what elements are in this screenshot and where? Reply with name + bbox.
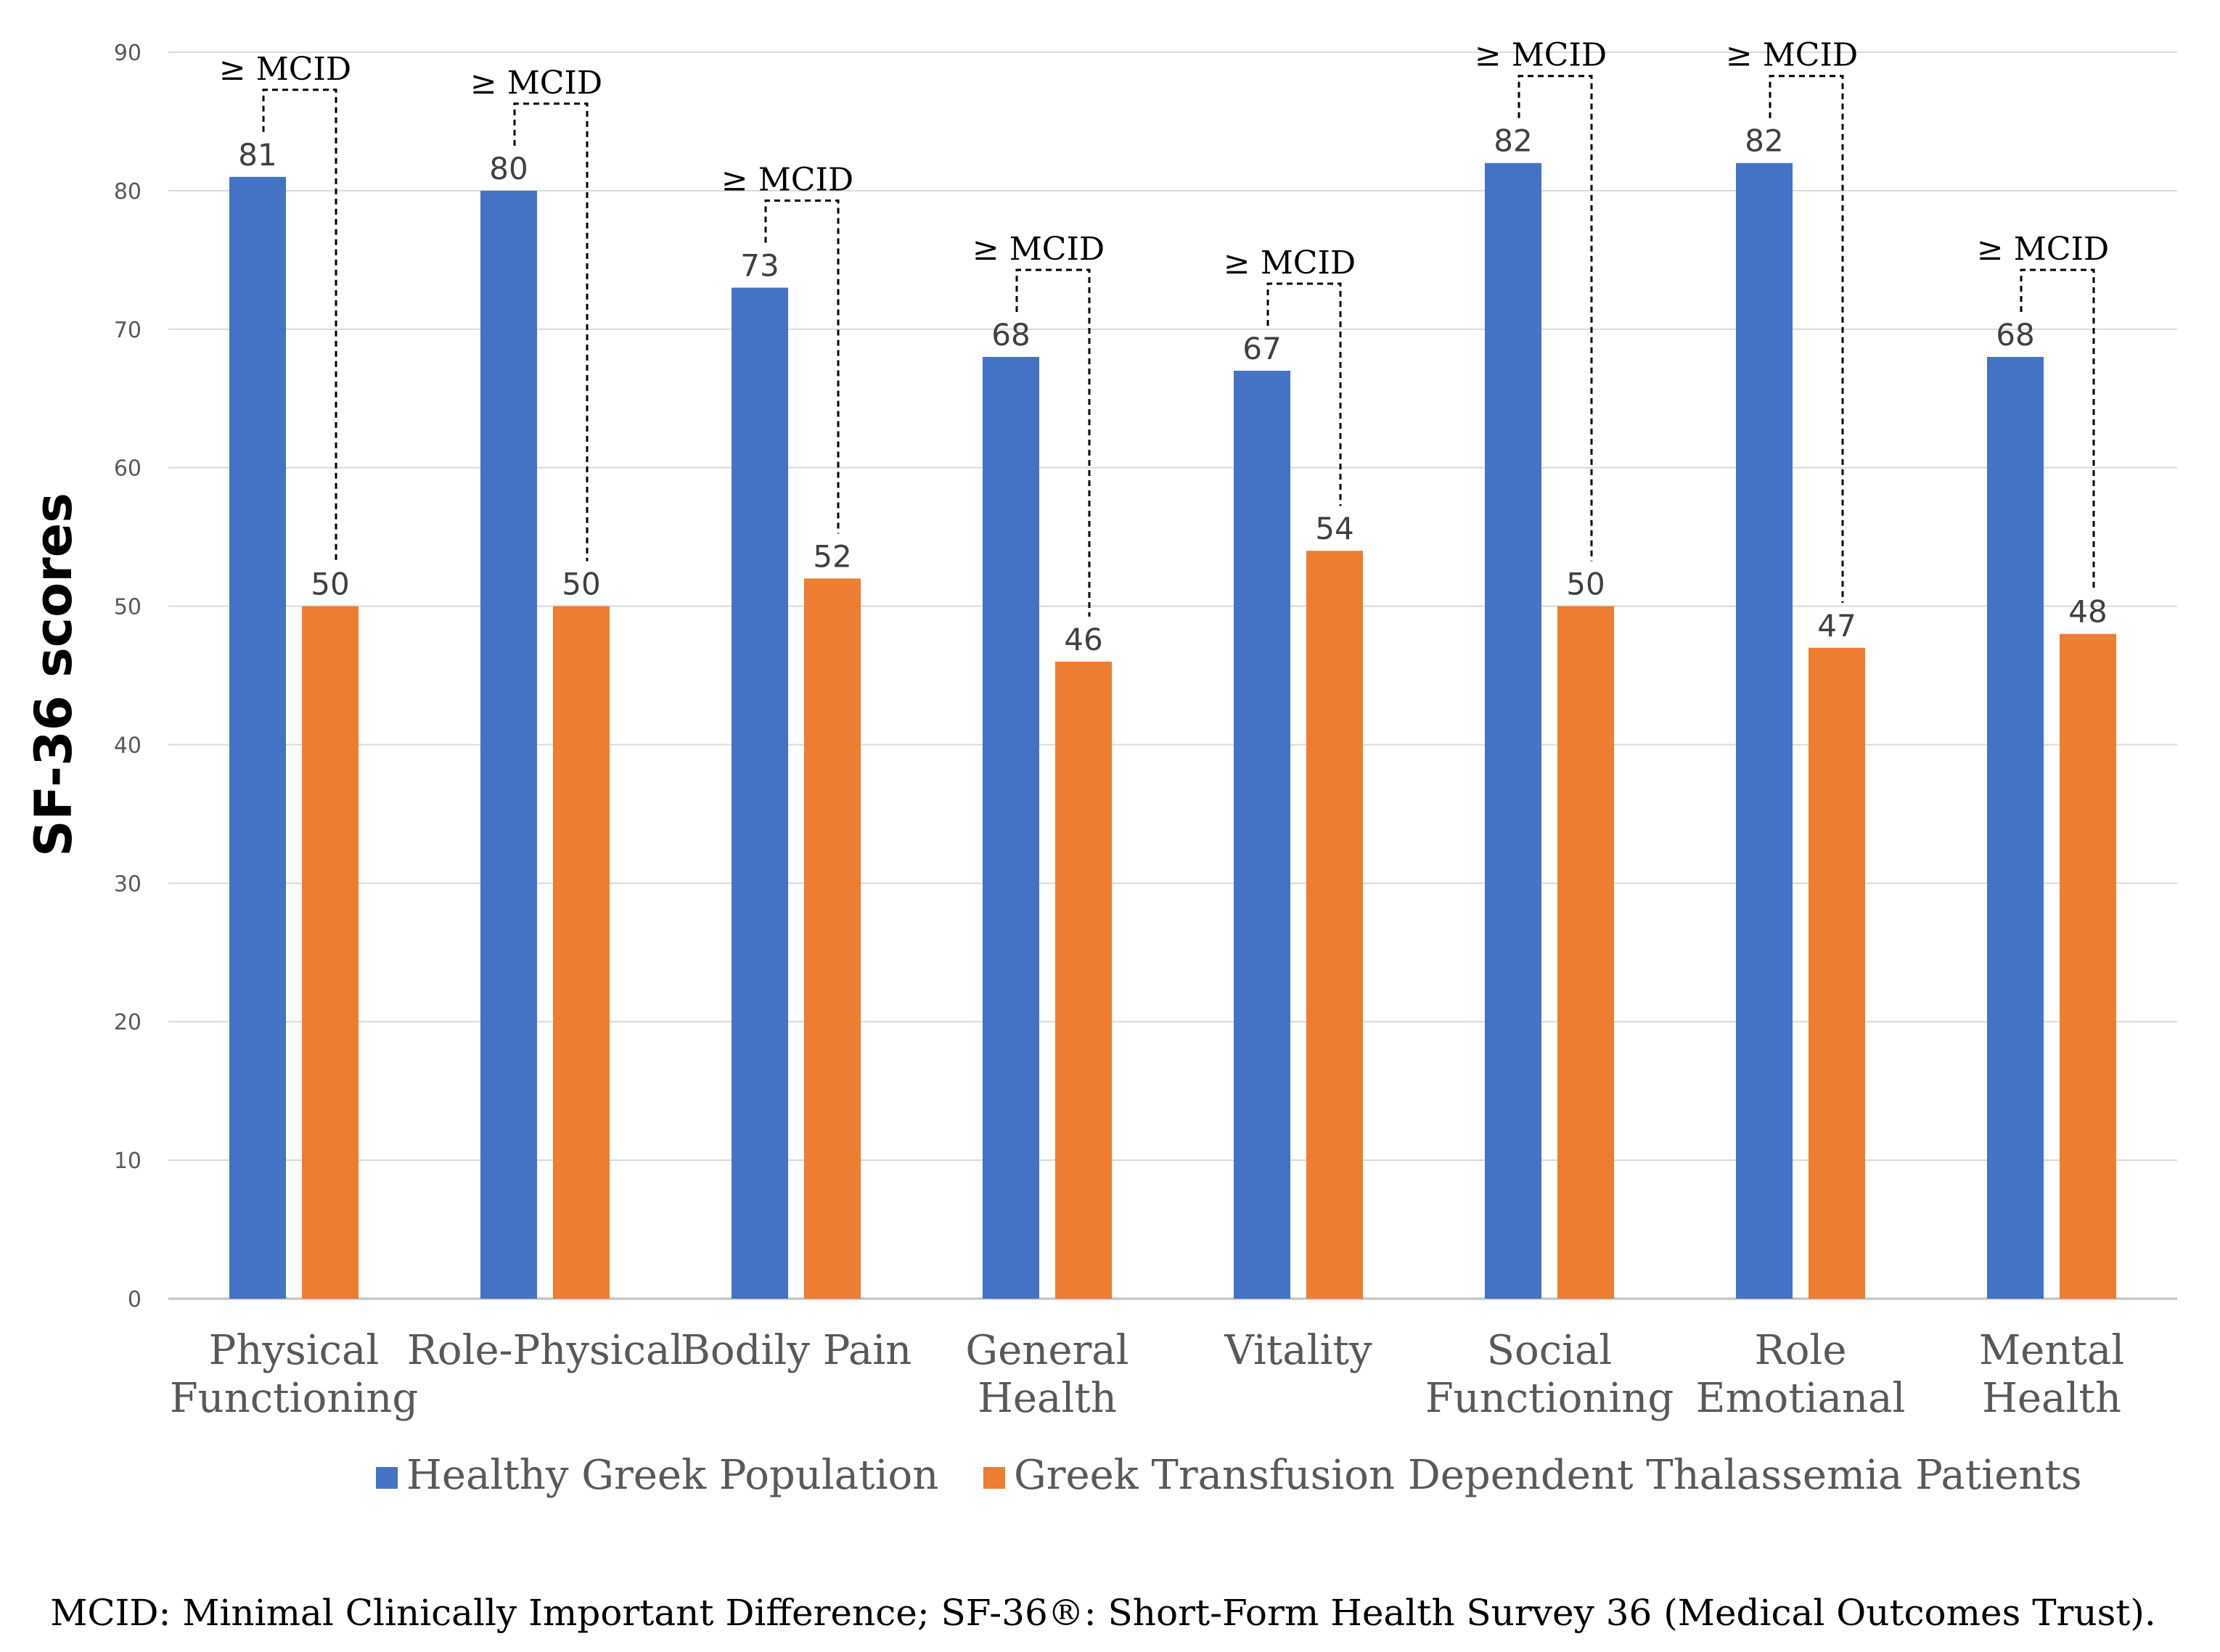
y-tick-label: 50 <box>114 595 142 620</box>
bar-thalassemia <box>302 606 359 1299</box>
legend: Healthy Greek Population Greek Transfusio… <box>376 1452 2082 1499</box>
bar-healthy <box>1736 163 1793 1299</box>
bar-thalassemia <box>2060 633 2116 1299</box>
x-category-label: Role-Physical <box>407 1327 684 1374</box>
x-category-label: Vitality <box>1224 1327 1372 1374</box>
x-category-label: Role <box>1755 1327 1847 1374</box>
y-tick-label: 0 <box>128 1287 142 1312</box>
y-tick-label: 80 <box>114 179 142 205</box>
data-label-thalassemia: 50 <box>562 567 600 602</box>
mcid-bracket <box>513 102 589 562</box>
x-category-label: Mental <box>1979 1327 2124 1374</box>
data-label-thalassemia: 46 <box>1064 622 1102 657</box>
mcid-label: ≥ MCID <box>721 162 853 199</box>
y-tick-label: 10 <box>114 1148 142 1174</box>
mcid-label: ≥ MCID <box>1224 244 1356 282</box>
data-label-thalassemia: 48 <box>2068 594 2107 630</box>
bar-healthy <box>480 190 537 1299</box>
bar-thalassemia <box>1557 606 1614 1299</box>
data-label-thalassemia: 47 <box>1817 608 1856 644</box>
x-category-label: Health <box>978 1375 1117 1422</box>
bar-healthy <box>1234 371 1290 1299</box>
mcid-label: ≥ MCID <box>1475 37 1607 74</box>
y-tick-label: 70 <box>114 318 142 343</box>
bar-thalassemia <box>1055 661 1112 1299</box>
data-label-thalassemia: 54 <box>1315 511 1353 546</box>
footnote: MCID: Minimal Clinically Important Diffe… <box>50 1592 2156 1634</box>
data-label-healthy: 80 <box>489 151 528 186</box>
data-label-thalassemia: 52 <box>813 538 851 574</box>
mcid-bracket <box>1015 268 1091 617</box>
x-category-label: Physical <box>209 1327 380 1374</box>
mcid-label: ≥ MCID <box>470 65 602 102</box>
x-category-label: Health <box>1982 1375 2121 1422</box>
legend-swatch-healthy <box>376 1467 398 1489</box>
y-tick-label: 20 <box>114 1010 142 1035</box>
x-category-label: Emotianal <box>1696 1375 1906 1422</box>
bar-thalassemia <box>1809 647 1865 1299</box>
x-category-label: Bodily Pain <box>681 1327 912 1374</box>
bar-healthy <box>983 356 1039 1299</box>
x-category-label: Functioning <box>170 1375 418 1422</box>
mcid-label: ≥ MCID <box>1977 231 2109 268</box>
mcid-label: ≥ MCID <box>1726 37 1858 74</box>
y-tick-label: 90 <box>114 41 142 66</box>
data-label-healthy: 68 <box>991 317 1030 353</box>
legend-label-healthy: Healthy Greek Population <box>406 1452 938 1499</box>
bar-thalassemia <box>804 578 861 1299</box>
mcid-label: ≥ MCID <box>972 231 1105 268</box>
bars <box>229 163 2116 1299</box>
data-label-healthy: 82 <box>1745 123 1783 159</box>
gridlines <box>168 52 2177 1300</box>
data-label-thalassemia: 50 <box>1566 567 1605 602</box>
x-category-label: Social <box>1487 1327 1613 1374</box>
bar-thalassemia <box>1306 551 1363 1299</box>
data-label-healthy: 73 <box>740 248 779 284</box>
legend-swatch-thalassemia <box>983 1467 1005 1489</box>
x-category-label: Functioning <box>1425 1375 1674 1422</box>
mcid-bracket <box>262 89 337 562</box>
bar-thalassemia <box>553 606 610 1299</box>
data-label-healthy: 81 <box>238 137 277 173</box>
y-tick-label: 40 <box>114 733 142 758</box>
mcid-bracket <box>2020 268 2095 589</box>
data-label-healthy: 82 <box>1494 123 1532 159</box>
mcid-brackets: ≥ MCID ≥ MCID ≥ MCID ≥ MCID ≥ MCID ≥ MCID ≥ MC… <box>219 37 2109 617</box>
y-tick-label: 60 <box>114 456 142 482</box>
bar-healthy <box>732 287 788 1299</box>
y-axis-ticks: 0 10 20 30 40 50 60 70 80 90 <box>114 41 142 1312</box>
y-axis-title: SF-36 scores <box>24 493 83 857</box>
data-label-healthy: 67 <box>1242 331 1281 366</box>
legend-label-thalassemia: Greek Transfusion Dependent Thalassemia … <box>1014 1452 2082 1499</box>
mcid-label: ≥ MCID <box>219 51 351 88</box>
x-category-label: General <box>965 1327 1129 1374</box>
data-label-thalassemia: 50 <box>311 567 349 602</box>
data-label-healthy: 68 <box>1996 317 2034 353</box>
mcid-bracket <box>1266 282 1342 506</box>
y-tick-label: 30 <box>114 871 142 897</box>
mcid-bracket <box>1769 75 1844 603</box>
bar-healthy <box>1485 163 1541 1299</box>
mcid-bracket <box>1517 75 1593 562</box>
bar-healthy <box>1987 356 2044 1299</box>
mcid-bracket <box>764 200 840 534</box>
data-labels: 81 50 80 50 73 52 68 46 67 54 82 50 82 47 68 48 <box>238 123 2107 657</box>
bar-healthy <box>229 176 286 1299</box>
